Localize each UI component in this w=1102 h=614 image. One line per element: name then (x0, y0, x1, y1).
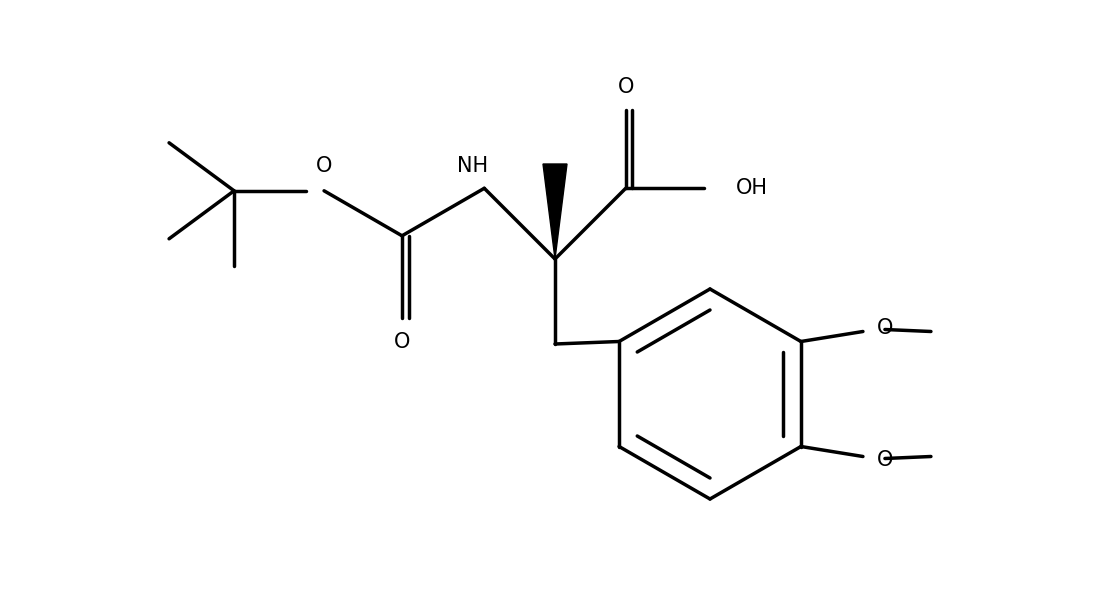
Text: NH: NH (456, 157, 488, 176)
Text: O: O (877, 317, 894, 338)
Text: O: O (617, 77, 634, 97)
Text: O: O (393, 332, 410, 352)
Text: O: O (877, 451, 894, 470)
Text: O: O (316, 156, 333, 176)
Text: OH: OH (736, 178, 768, 198)
Polygon shape (543, 164, 568, 259)
